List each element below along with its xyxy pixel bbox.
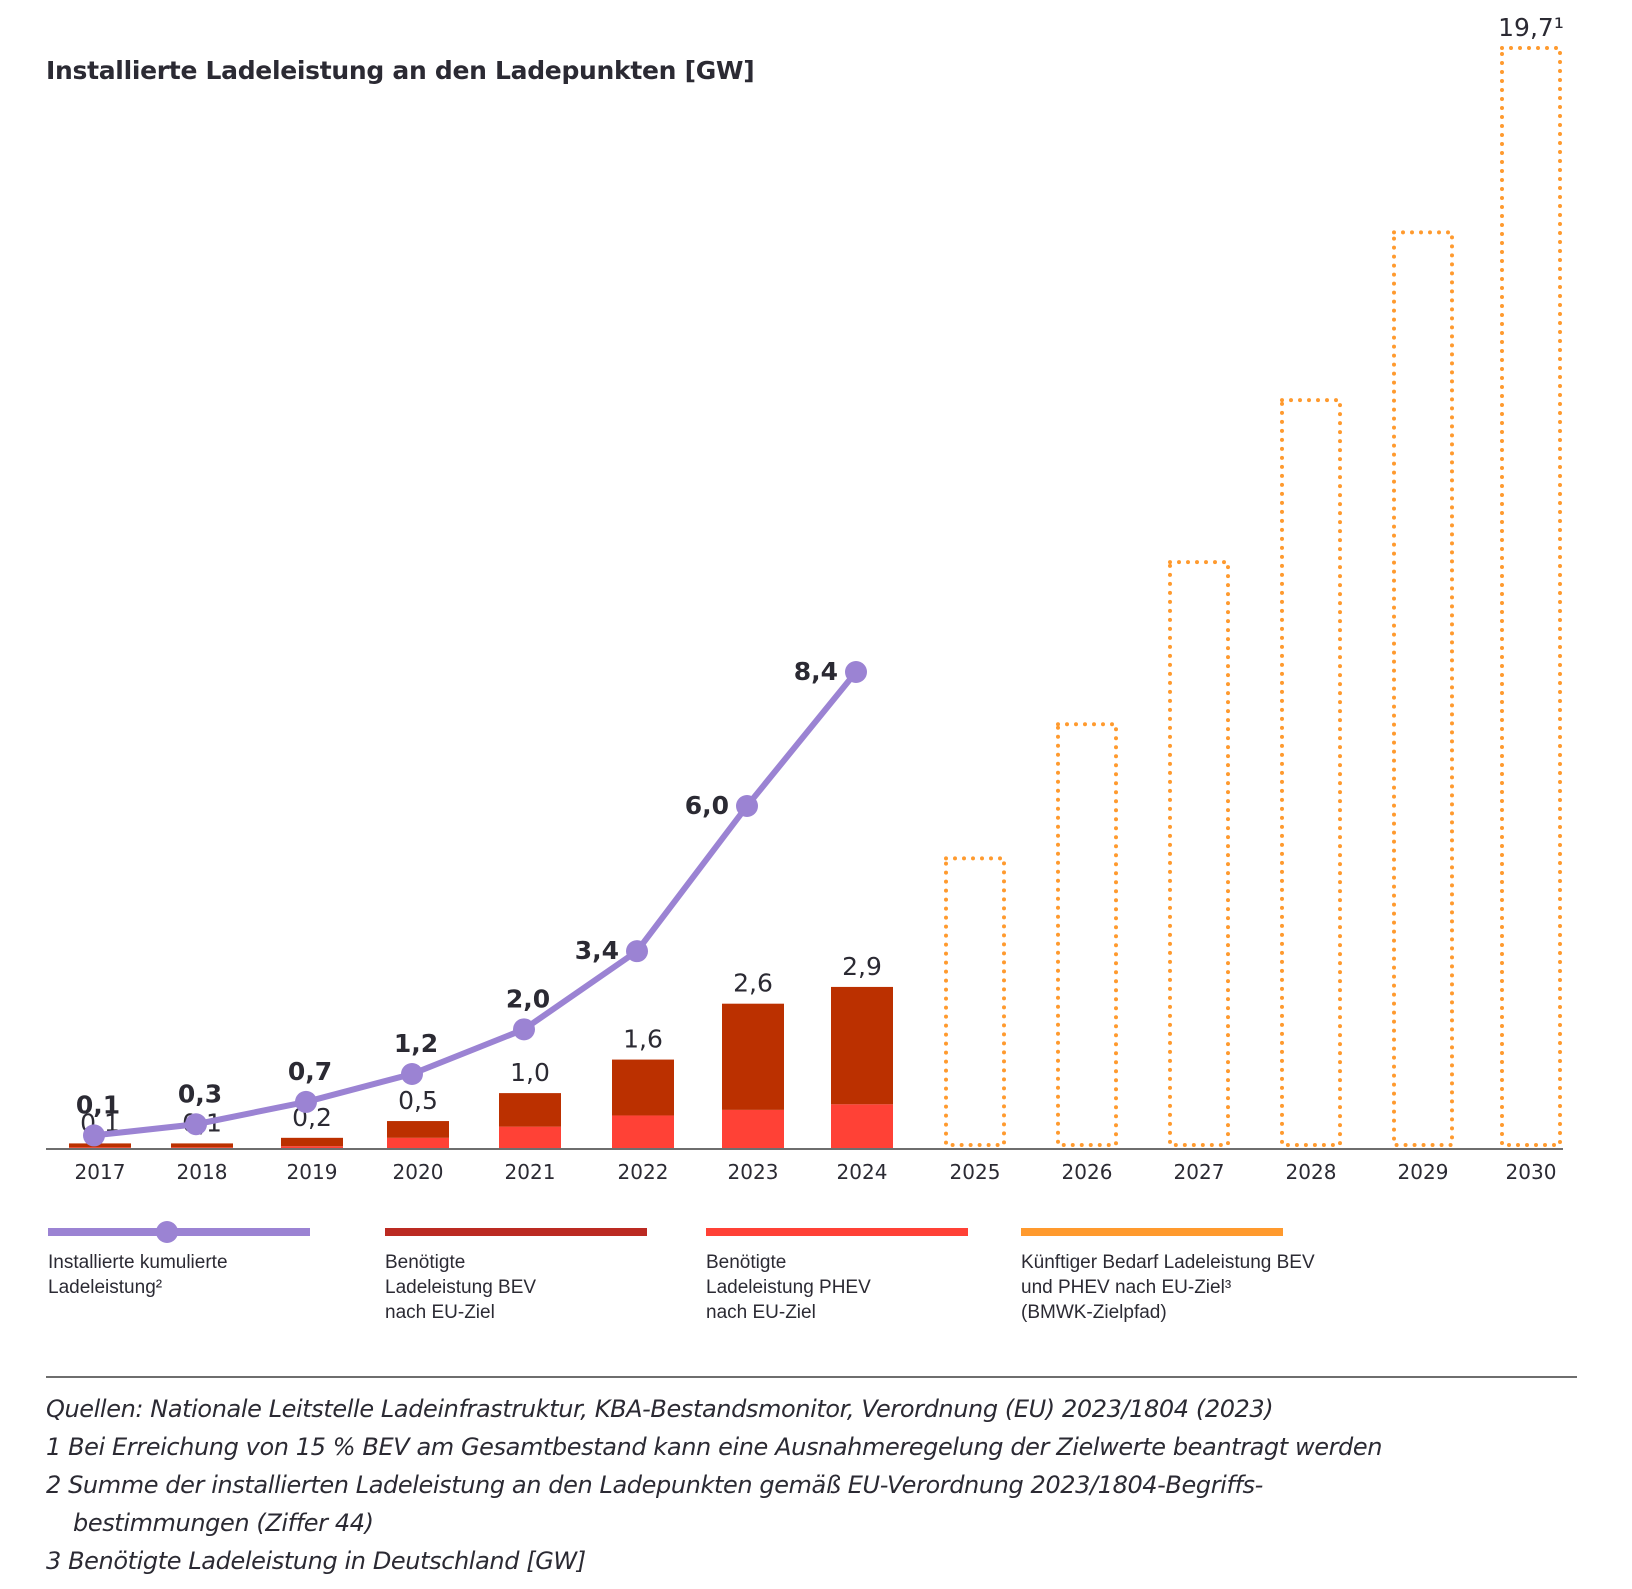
legend-swatch-bev [385, 1228, 647, 1236]
x-tick-label-2025: 2025 [950, 1160, 1001, 1184]
bar-phev-2022 [612, 1115, 674, 1149]
line-point-2017 [83, 1124, 105, 1147]
line-label-2022: 3,4 [575, 936, 619, 965]
bar-phev-2020 [387, 1137, 449, 1149]
line-point-2018 [185, 1113, 207, 1136]
line-point-2019 [295, 1090, 317, 1113]
x-tick-label-2029: 2029 [1398, 1160, 1449, 1184]
bar-bev-2017 [69, 1143, 131, 1148]
x-tick-label-2019: 2019 [287, 1160, 338, 1184]
bar-bev-2020 [387, 1121, 449, 1138]
line-point-2024 [845, 661, 867, 683]
bar-future-2030 [1500, 46, 1562, 1147]
bar-phev-2023 [722, 1109, 784, 1149]
line-label-2021: 2,0 [506, 984, 550, 1013]
legend-label: Benötigte Ladeleistung BEV nach EU-Ziel [385, 1252, 537, 1323]
legend-label: Benötigte Ladeleistung PHEV nach EU-Ziel [706, 1252, 871, 1323]
line-point-2023 [736, 795, 758, 817]
bar-bev-2022 [612, 1059, 674, 1116]
bar-future-2026 [1056, 722, 1118, 1147]
line-label-2024: 8,4 [794, 657, 838, 686]
line-point-2021 [513, 1018, 535, 1041]
legend-label: Installierte kumulierte Ladeleistung² [48, 1252, 228, 1298]
chart-area: 0,10,10,20,51,01,62,62,919,7¹0,10,30,71,… [46, 13, 1564, 1184]
x-tick-label-2024: 2024 [837, 1160, 888, 1184]
chart-title: Installierte Ladeleistung an den Ladepun… [46, 56, 755, 85]
line-point-2022 [626, 940, 648, 963]
line-label-2023: 6,0 [685, 791, 729, 820]
x-tick-label-2030: 2030 [1506, 1160, 1557, 1184]
bar-total-label-2024: 2,9 [842, 952, 882, 981]
bar-future-2028 [1280, 398, 1342, 1147]
line-point-2020 [401, 1063, 423, 1085]
bar-total-label-2022: 1,6 [623, 1025, 663, 1054]
bar-total-label-2023: 2,6 [733, 969, 773, 998]
bar-bev-2018 [171, 1143, 233, 1148]
bar-future-2027 [1168, 560, 1230, 1147]
footnote-3: 3 Benötigte Ladeleistung in Deutschland … [46, 1547, 586, 1575]
bar-total-label-2020: 0,5 [398, 1086, 438, 1115]
bar-future-2025 [944, 856, 1006, 1148]
legend-marker-dot [156, 1221, 178, 1243]
x-tick-label-2020: 2020 [393, 1160, 444, 1184]
x-tick-label-2026: 2026 [1062, 1160, 1113, 1184]
bar-bev-2023 [722, 1003, 784, 1110]
x-tick-label-2021: 2021 [505, 1160, 556, 1184]
line-label-2018: 0,3 [178, 1079, 222, 1108]
bar-total-label-2030: 19,7¹ [1498, 13, 1564, 42]
bar-phev-2024 [831, 1104, 893, 1149]
x-tick-label-2022: 2022 [618, 1160, 669, 1184]
bar-bev-2021 [499, 1093, 561, 1127]
line-label-2017: 0,1 [76, 1090, 120, 1119]
bar-phev-2021 [499, 1126, 561, 1149]
legend-swatch-line [48, 1228, 310, 1236]
footnote-2-cont: bestimmungen (Ziffer 44) [73, 1509, 374, 1537]
footnote-1: 1 Bei Erreichung von 15 % BEV am Gesamtb… [46, 1433, 1383, 1461]
legend-label: Künftiger Bedarf Ladeleistung BEV und PHE… [1021, 1252, 1315, 1323]
footnotes: Quellen: Nationale Leitstelle Ladeinfras… [46, 1390, 1382, 1580]
legend-swatch-phev [706, 1228, 968, 1236]
x-tick-label-2028: 2028 [1286, 1160, 1337, 1184]
sources-note: Quellen: Nationale Leitstelle Ladeinfras… [46, 1395, 1274, 1423]
divider [46, 1376, 1577, 1378]
bar-bev-2024 [831, 986, 893, 1105]
x-tick-label-2023: 2023 [728, 1160, 779, 1184]
x-tick-label-2027: 2027 [1174, 1160, 1225, 1184]
legend-swatch-future [1021, 1228, 1283, 1236]
x-tick-label-2017: 2017 [75, 1160, 126, 1184]
bar-total-label-2021: 1,0 [510, 1058, 550, 1087]
line-label-2020: 1,2 [394, 1029, 438, 1058]
x-tick-label-2018: 2018 [177, 1160, 228, 1184]
line-label-2019: 0,7 [288, 1057, 332, 1086]
line-installed-cumulative [93, 670, 859, 1139]
bar-phev-2019 [281, 1146, 343, 1149]
bar-bev-2019 [281, 1137, 343, 1147]
bar-future-2029 [1392, 230, 1454, 1148]
footnote-2: 2 Summe der installierten Ladeleistung a… [46, 1471, 1263, 1499]
